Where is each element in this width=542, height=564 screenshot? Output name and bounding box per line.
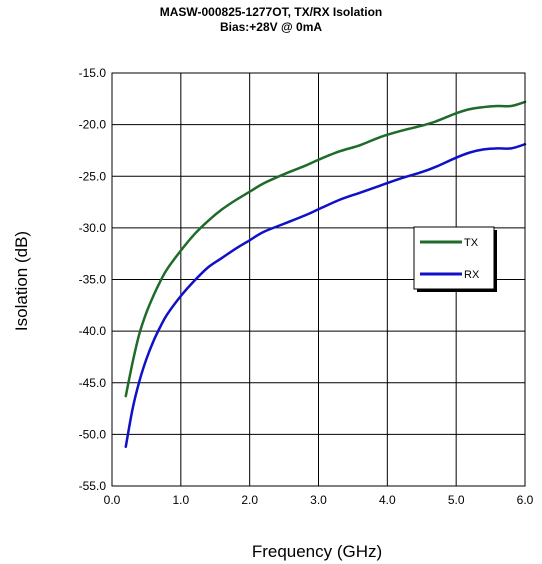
- y-tick-label: -40.0: [79, 324, 107, 338]
- y-tick-label: -15.0: [79, 66, 107, 80]
- series-line-rx: [124, 142, 527, 449]
- series-lines: [124, 100, 527, 449]
- y-tick-label: -45.0: [79, 376, 107, 390]
- x-tick-label: 1.0: [172, 493, 189, 507]
- y-tick-label: -20.0: [79, 118, 107, 132]
- x-tick-label: 6.0: [517, 493, 534, 507]
- chart-subtitle: Bias:+28V @ 0mA: [219, 20, 323, 34]
- y-tick-label: -50.0: [79, 427, 107, 441]
- series-line-tx: [124, 100, 527, 398]
- x-axis-label: Frequency (GHz): [251, 542, 383, 561]
- y-axis-label: Isolation (dB): [12, 230, 31, 332]
- y-tick-label: -30.0: [79, 221, 107, 235]
- tick-labels: 0.0 1.0 2.0 3.0 4.0 5.0 6.0 -15.0 -20.0 -25.0 -30.…: [79, 66, 534, 507]
- x-tick-label: 4.0: [379, 493, 396, 507]
- chart-title: MASW-000825-1277OT, TX/RX Isolation: [159, 5, 383, 19]
- legend-box: [413, 226, 495, 290]
- legend-label-tx: TX: [464, 237, 479, 249]
- y-tick-label: -55.0: [79, 479, 107, 493]
- x-tick-label: 3.0: [310, 493, 327, 507]
- y-tick-label: -35.0: [79, 273, 107, 287]
- x-tick-label: 5.0: [448, 493, 465, 507]
- plot-area-frame: [111, 72, 526, 487]
- x-tick-label: 0.0: [104, 493, 121, 507]
- legend: TX RX: [413, 226, 497, 292]
- y-tick-label: -25.0: [79, 169, 107, 183]
- legend-label-rx: RX: [464, 269, 480, 281]
- x-tick-label: 2.0: [241, 493, 258, 507]
